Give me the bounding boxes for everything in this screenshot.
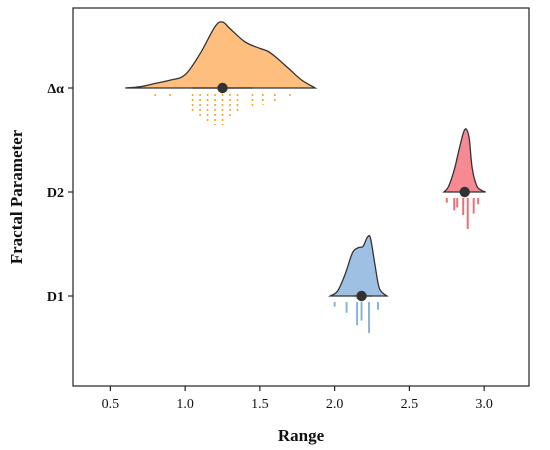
density-cloud-delta-alpha — [125, 21, 318, 89]
density-cloud-d1 — [328, 234, 389, 297]
density-cloud-d2 — [442, 128, 486, 193]
y-tick-label-d1: D1 — [47, 290, 64, 305]
axes-frame — [72, 7, 530, 387]
x-tick-label: 3.0 — [475, 397, 493, 412]
y-tick-label-delta-alpha: Δα — [47, 82, 64, 97]
mean-point-d1 — [356, 290, 367, 302]
x-tick-label: 1.5 — [251, 397, 269, 412]
x-tick-label: 2.0 — [326, 397, 344, 412]
x-axis-title: Range — [278, 426, 325, 445]
mean-point-delta-alpha — [217, 82, 228, 94]
x-tick-label: 0.5 — [102, 397, 120, 412]
x-tick-label: 2.5 — [401, 397, 419, 412]
x-tick-label: 1.0 — [176, 397, 194, 412]
y-tick-label-d2: D2 — [47, 186, 64, 201]
x-axis: 0.5 1.0 1.5 2.0 2.5 3.0 — [102, 386, 493, 412]
mean-point-d2 — [459, 186, 470, 198]
y-axis-title: Fractal Parameter — [7, 129, 26, 264]
plot-area — [125, 21, 486, 333]
y-axis: Δα D2 D1 — [47, 82, 73, 305]
